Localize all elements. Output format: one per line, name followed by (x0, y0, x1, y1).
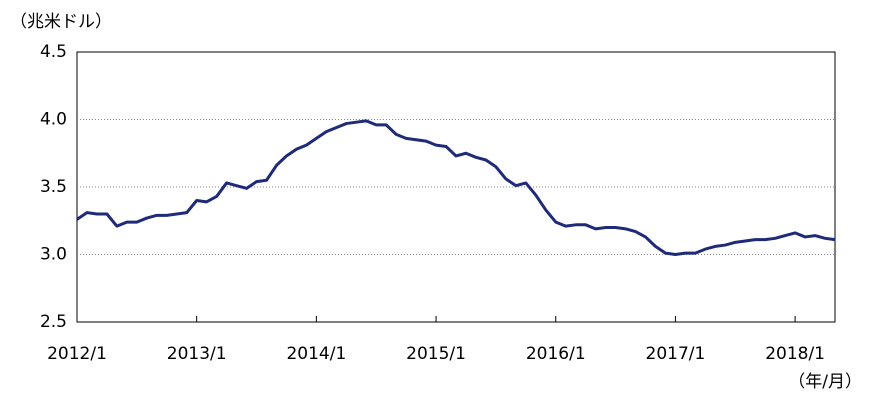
y-tick-label: 4.0 (40, 110, 67, 130)
data-line (76, 119, 836, 256)
y-tick-label: 3.0 (40, 245, 67, 265)
x-tick-label: 2015/1 (406, 344, 466, 364)
x-tick-label: 2016/1 (526, 344, 586, 364)
y-tick-label: 4.5 (40, 42, 67, 62)
y-tick-label: 3.5 (40, 177, 67, 197)
x-tick-label: 2014/1 (286, 344, 346, 364)
x-tick-label: 2018/1 (765, 344, 825, 364)
x-tick-label: 2013/1 (167, 344, 227, 364)
x-tick-label: 2012/1 (47, 344, 107, 364)
y-tick-label: 2.5 (40, 312, 67, 332)
y-axis-label: （兆米ドル） (10, 12, 112, 32)
x-tick-label: 2017/1 (646, 344, 706, 364)
x-axis-label: （年/月） (788, 372, 862, 392)
